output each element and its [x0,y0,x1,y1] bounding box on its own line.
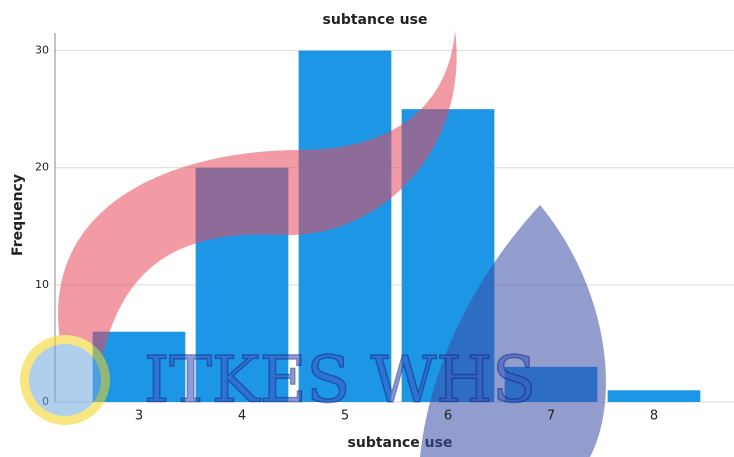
x-tick-label: 5 [341,409,349,424]
x-tick-label: 8 [650,409,658,424]
x-tick-label: 3 [135,409,143,424]
chart-title: subtance use [323,12,428,28]
bar [607,390,701,402]
watermark-swoosh [58,30,457,400]
y-tick-label: 10 [35,278,49,291]
y-tick-label: 30 [35,44,49,57]
watermark-flame [420,205,606,457]
watermark-globe [29,344,101,416]
watermark [20,30,606,457]
y-tick-label: 20 [35,161,49,174]
x-tick-label: 7 [547,409,555,424]
watermark-text: ITKES WHS [144,344,536,418]
x-tick-label: 6 [444,409,452,424]
y-axis-label: Frequency [10,174,26,256]
x-tick-label: 4 [238,409,246,424]
